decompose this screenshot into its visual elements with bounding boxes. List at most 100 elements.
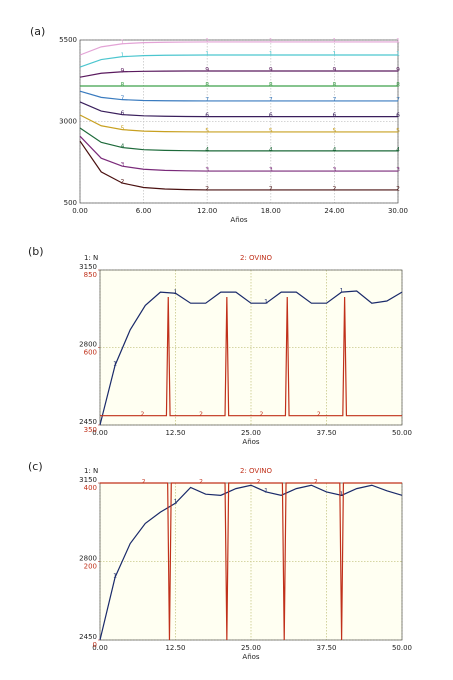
curve-label: 1 [113,573,117,580]
series-line [79,114,398,133]
curve-label: 2 [199,411,203,418]
x-tick-label: 0.00 [72,207,88,215]
y2-tick-label: 850 [84,271,97,279]
series-line [79,90,398,102]
curve-label: 4 [205,146,209,153]
curve-label: 8 [332,81,336,88]
x-tick-label: 37.50 [316,429,336,437]
panel-label: (a) [30,25,45,38]
y2-tick-label: 400 [84,484,97,492]
curve-label: 6 [396,112,400,119]
curve-label: 1 [113,361,117,368]
plot-frame [79,39,399,204]
curve-label: 4 [332,146,336,153]
x-tick-label: 25.00 [241,429,261,437]
curve-label: 3 [269,167,273,174]
curve-label: 5 [396,127,400,134]
y-tick-label: 3150 [79,476,97,484]
curve-label: 1 [332,50,336,57]
curve-label: 9 [269,66,273,73]
curve-label: 9 [396,66,400,73]
y-axis-label: 1: N [84,254,98,262]
series-line [100,296,402,417]
y-tick-label: 500 [64,199,77,207]
curve-label: 1 [269,37,273,44]
curve-label: 3 [396,167,400,174]
curve-label: 2 [260,411,264,418]
curve-label: 1 [264,487,268,494]
curve-label: 2 [396,185,400,192]
curve-label: 2 [142,479,146,486]
curve-label: 6 [332,112,336,119]
series-line [79,54,398,68]
series-line [79,135,398,172]
y-tick-label: 2800 [79,555,97,563]
curve-label: 4 [269,146,273,153]
curve-label: 1 [174,499,178,506]
y-tick-label: 2450 [79,418,97,426]
curve-label: 4 [120,143,124,150]
curve-label: 3 [120,162,124,169]
curve-label: 1 [264,299,268,306]
curve-label: 5 [120,125,124,132]
y2-tick-label: 200 [84,563,97,571]
series-title: 2: OVINO [240,254,273,262]
x-tick-label: 25.00 [241,644,261,652]
curve-label: 7 [332,96,336,103]
y2-tick-label: 0 [93,641,97,649]
curve-label: 2 [269,185,273,192]
curve-label: 2 [199,479,203,486]
panel-label: (b) [28,245,44,258]
curve-label: 2 [317,411,321,418]
curve-label: 7 [205,96,209,103]
x-tick-label: 37.50 [316,644,336,652]
curve-label: 1 [205,50,209,57]
curve-label: 2 [314,479,318,486]
curve-label: 5 [205,127,209,134]
curve-label: 5 [332,127,336,134]
y-tick-label: 2800 [79,341,97,349]
curve-label: 7 [269,96,273,103]
curve-label: 3 [205,167,209,174]
x-tick-label: 12.50 [165,644,185,652]
series-line [79,41,398,56]
x-tick-label: 0.00 [92,644,108,652]
curve-label: 8 [120,81,124,88]
curve-label: 2 [141,411,145,418]
x-axis-label: Años [230,216,248,224]
curve-label: 1 [120,39,124,46]
curve-label: 1 [174,289,178,296]
x-tick-label: 18.00 [261,207,281,215]
y-axis-label: 1: N [84,467,98,475]
x-tick-label: 0.00 [92,429,108,437]
curve-label: 7 [120,95,124,102]
x-axis-label: Años [242,653,260,661]
series-line [79,140,398,191]
x-tick-label: 6.00 [136,207,152,215]
curve-label: 1 [340,491,344,498]
curve-label: 8 [396,81,400,88]
y-tick-label: 3000 [59,118,77,126]
y2-tick-label: 350 [84,426,97,434]
x-tick-label: 50.00 [392,644,412,652]
curve-label: 1 [396,37,400,44]
curve-label: 6 [120,110,124,117]
x-tick-label: 30.00 [388,207,408,215]
y-tick-label: 5500 [59,36,77,44]
plot-frame [99,269,403,426]
series-line [79,70,398,78]
curve-label: 8 [205,81,209,88]
curve-label: 9 [332,66,336,73]
series-line [99,290,403,426]
curve-label: 2 [120,179,124,186]
curve-label: 7 [396,96,400,103]
curve-label: 1 [332,37,336,44]
curve-label: 3 [332,167,336,174]
y-tick-label: 3150 [79,263,97,271]
curve-label: 8 [269,81,273,88]
y2-tick-label: 600 [84,349,97,357]
panel-label: (c) [28,460,43,473]
x-tick-label: 50.00 [392,429,412,437]
curve-label: 5 [269,127,273,134]
curve-label: 1 [269,50,273,57]
